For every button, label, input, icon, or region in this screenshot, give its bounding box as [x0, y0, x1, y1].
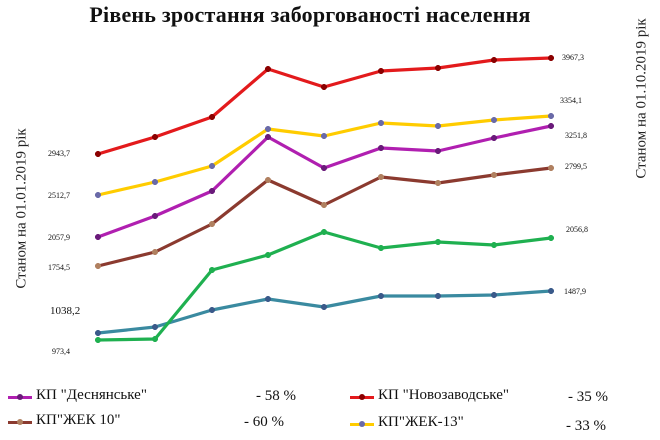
data-point-2-4: [320, 164, 328, 172]
start-value-label-5: 1038,2: [50, 305, 80, 317]
start-value-label-4: 973,4: [52, 347, 70, 356]
data-point-5-0: [94, 329, 102, 337]
data-point-3-5: [377, 173, 385, 181]
data-point-2-2: [208, 187, 216, 195]
legend-label-0: КП "Новозаводське": [378, 387, 509, 403]
data-point-2-1: [151, 212, 159, 220]
data-point-4-3: [264, 251, 272, 259]
data-point-4-2: [208, 266, 216, 274]
data-point-5-2: [208, 306, 216, 314]
data-point-1-0: [94, 191, 102, 199]
end-value-label-4: 2056,8: [566, 225, 588, 234]
data-point-0-1: [151, 133, 159, 141]
data-point-4-4: [320, 228, 328, 236]
legend-percent-2: - 58 %: [256, 388, 296, 404]
data-point-2-8: [547, 122, 555, 130]
data-point-4-1: [151, 335, 159, 343]
end-value-label-3: 2799,5: [565, 162, 587, 171]
data-point-2-3: [264, 133, 272, 141]
start-value-label-0: 2943,7: [48, 149, 70, 158]
data-point-3-7: [490, 171, 498, 179]
legend-marker-0: [359, 394, 365, 400]
data-point-2-5: [377, 144, 385, 152]
legend-label-1: КП"ЖЕК-13": [378, 414, 464, 430]
data-point-0-5: [377, 67, 385, 75]
data-point-1-2: [208, 162, 216, 170]
series-line-2: [96, 124, 553, 239]
data-point-5-4: [320, 303, 328, 311]
data-point-4-5: [377, 244, 385, 252]
data-point-5-8: [547, 287, 555, 295]
data-point-5-6: [434, 292, 442, 300]
data-point-0-7: [490, 56, 498, 64]
data-point-4-8: [547, 234, 555, 242]
legend-percent-1: - 33 %: [566, 418, 606, 434]
data-point-1-5: [377, 119, 385, 127]
data-point-2-0: [94, 233, 102, 241]
data-point-0-3: [264, 65, 272, 73]
series-line-1: [96, 114, 553, 197]
data-point-3-6: [434, 179, 442, 187]
data-point-3-2: [208, 220, 216, 228]
data-point-4-7: [490, 241, 498, 249]
data-point-1-3: [264, 125, 272, 133]
data-point-0-0: [94, 150, 102, 158]
data-point-1-8: [547, 112, 555, 120]
data-point-2-6: [434, 147, 442, 155]
end-value-label-2: 3251,8: [565, 131, 587, 140]
legend-percent-0: - 35 %: [568, 389, 608, 405]
data-point-5-3: [264, 295, 272, 303]
end-value-label-5: 1487,9: [564, 287, 586, 296]
start-value-label-2: 2057,9: [48, 233, 70, 242]
data-point-1-6: [434, 122, 442, 130]
end-value-label-0: 3967,3: [562, 53, 584, 62]
chart-title: Рівень зростання заборгованості населенн…: [89, 2, 531, 27]
data-point-3-8: [547, 164, 555, 172]
data-point-4-0: [94, 336, 102, 344]
legend-marker-3: [17, 419, 23, 425]
start-value-label-1: 2512,7: [48, 191, 70, 200]
data-point-1-7: [490, 116, 498, 124]
data-point-5-5: [377, 292, 385, 300]
start-value-label-3: 1754,5: [48, 263, 70, 272]
data-point-3-0: [94, 262, 102, 270]
data-point-0-8: [547, 54, 555, 62]
data-point-0-4: [320, 83, 328, 91]
data-point-1-4: [320, 132, 328, 140]
data-point-4-6: [434, 238, 442, 246]
data-point-0-6: [434, 64, 442, 72]
data-point-1-1: [151, 178, 159, 186]
legend-percent-3: - 60 %: [244, 414, 284, 430]
data-point-3-1: [151, 248, 159, 256]
data-point-2-7: [490, 134, 498, 142]
data-point-0-2: [208, 113, 216, 121]
data-point-5-1: [151, 323, 159, 331]
series-line-3: [96, 166, 553, 268]
data-point-3-3: [264, 176, 272, 184]
legend-label-3: КП"ЖЕК 10": [36, 412, 121, 428]
legend-marker-1: [359, 421, 365, 427]
legend-marker-2: [17, 394, 23, 400]
legend-label-2: КП "Деснянське": [36, 387, 147, 403]
end-value-label-1: 3354,1: [560, 96, 582, 105]
data-point-3-4: [320, 201, 328, 209]
data-point-5-7: [490, 291, 498, 299]
